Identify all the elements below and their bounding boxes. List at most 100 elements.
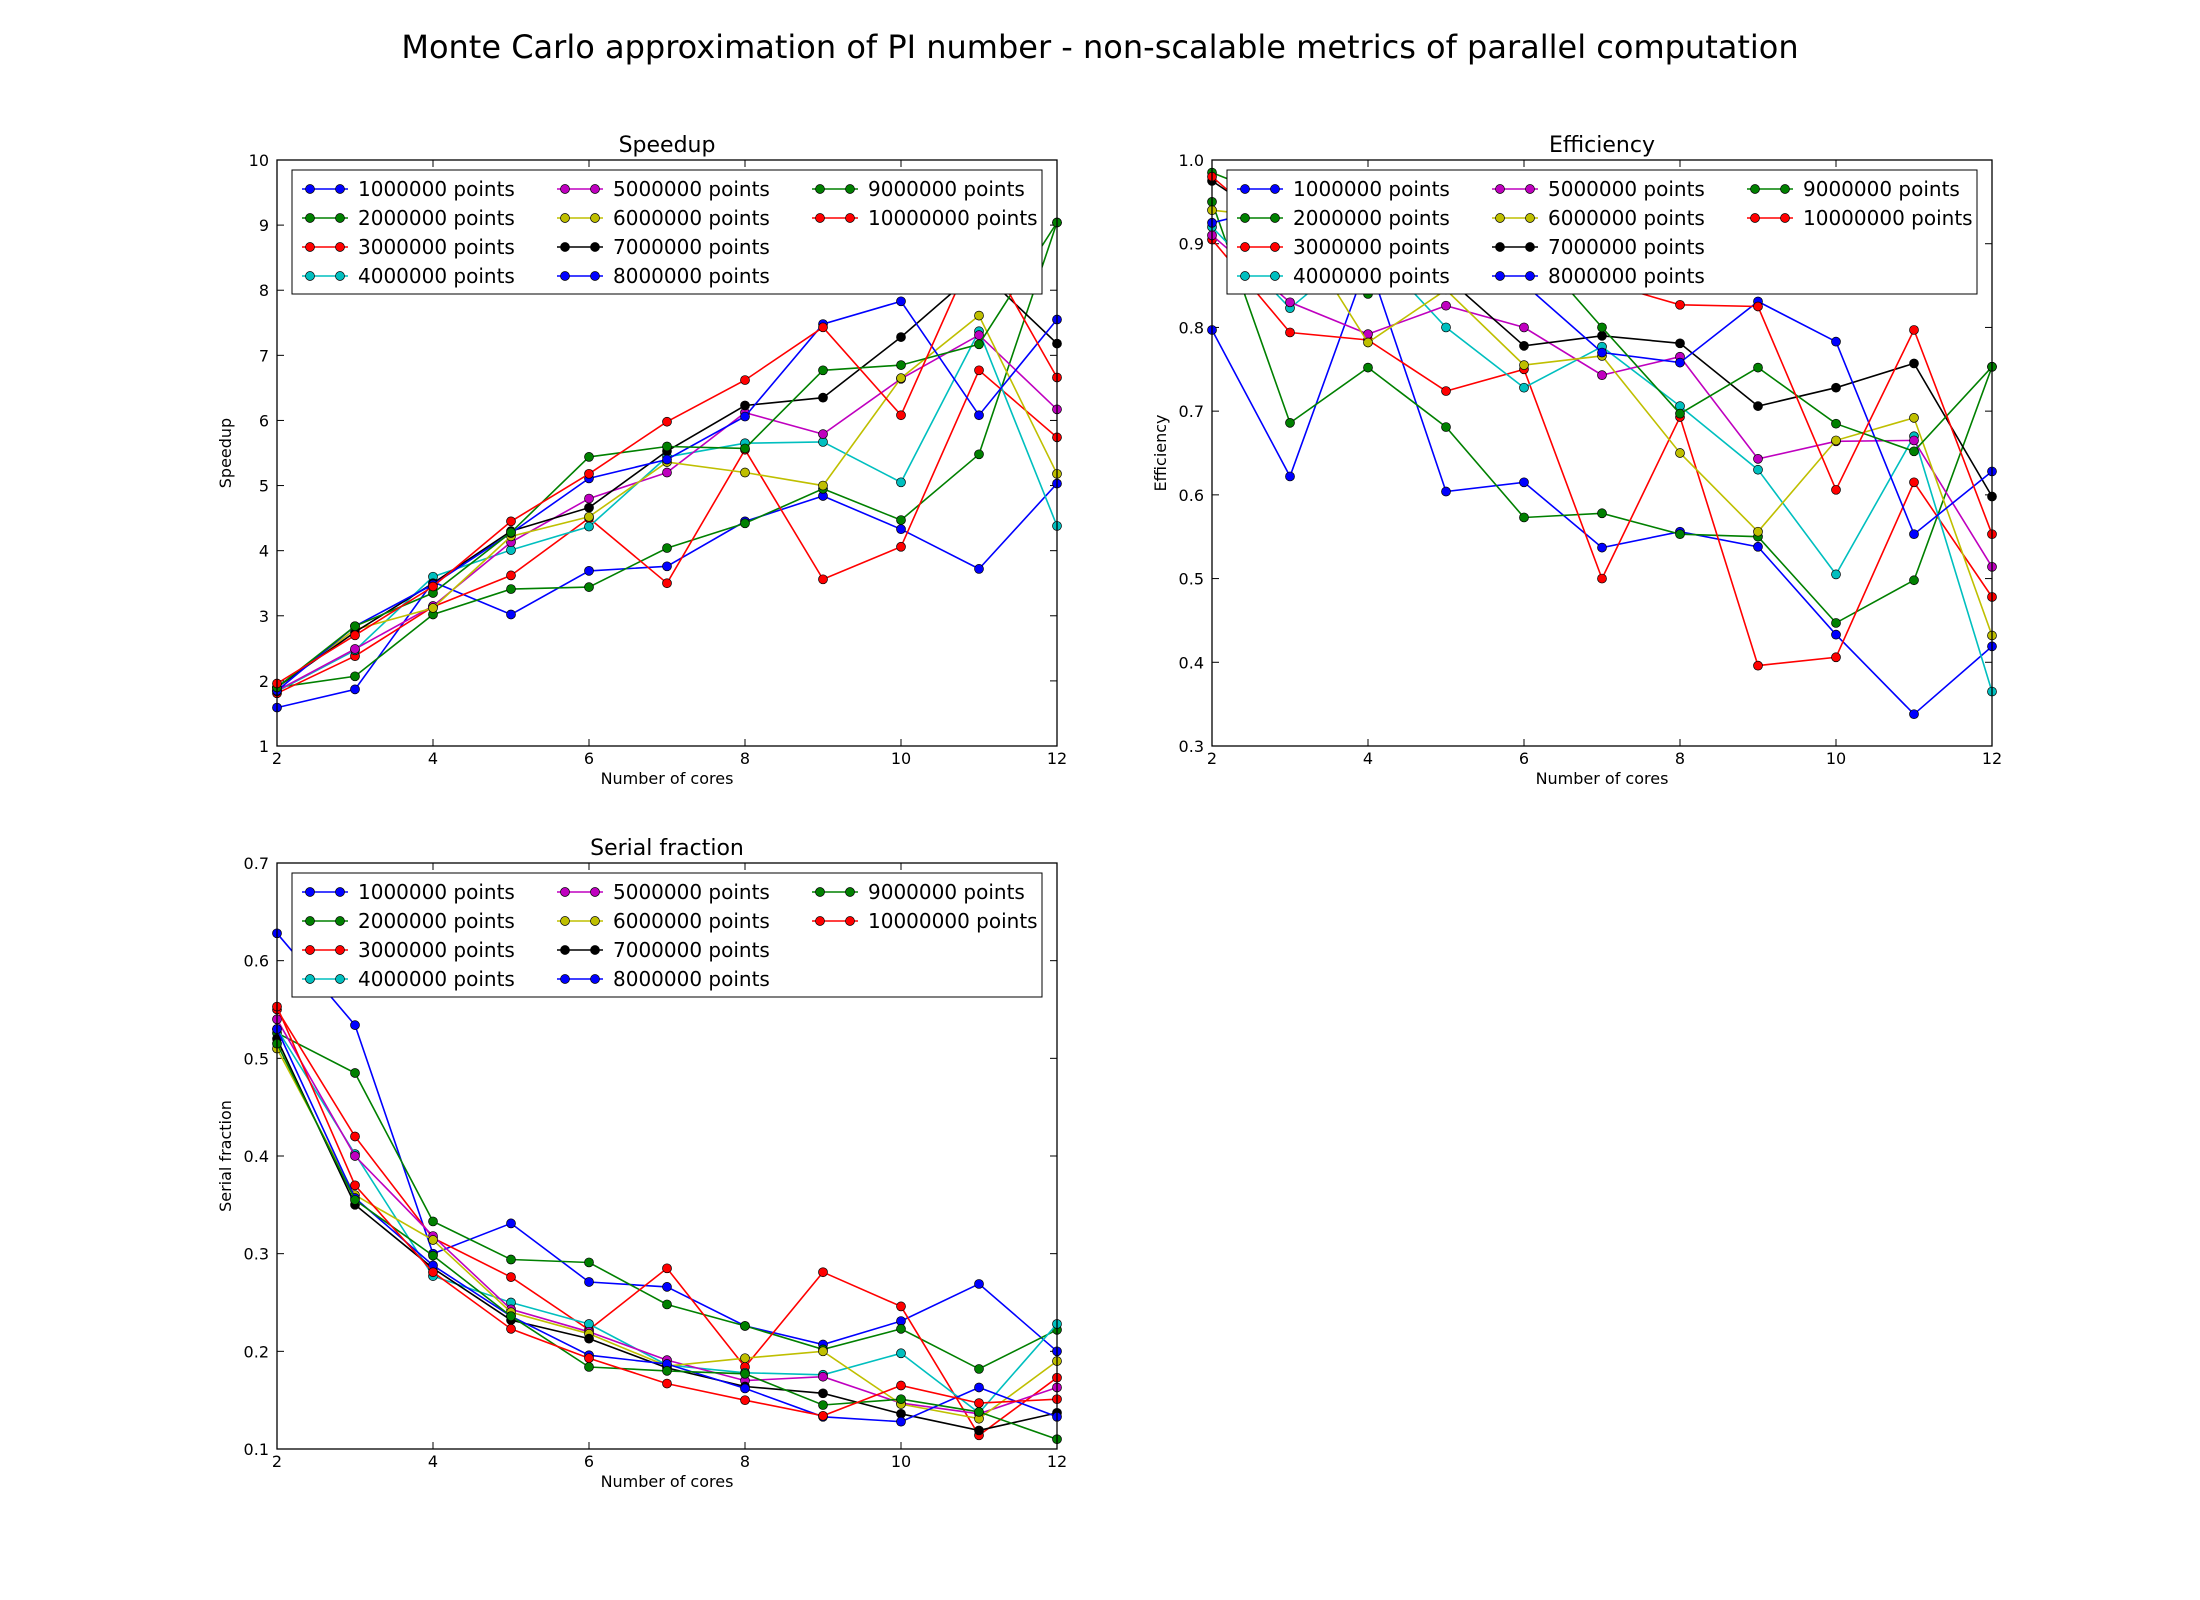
legend-marker [1495, 213, 1505, 223]
data-point [662, 441, 672, 452]
data-point [662, 467, 672, 478]
data-point [974, 1425, 984, 1436]
legend-marker [305, 242, 315, 252]
legend-marker [815, 916, 825, 926]
data-point [350, 671, 360, 682]
legend-label: 8000000 points [1548, 264, 1705, 288]
data-point [1675, 448, 1685, 458]
data-point [1753, 464, 1763, 475]
chart-panel-3: Serial fraction Number of cores Serial fra… [216, 836, 1067, 1491]
data-point [818, 1400, 828, 1410]
data-point [896, 1380, 906, 1391]
data-point [506, 1218, 516, 1229]
data-point [1597, 347, 1607, 358]
legend-label: 8000000 points [613, 967, 770, 991]
data-point [1285, 327, 1295, 338]
data-point [584, 1277, 594, 1287]
data-point [662, 1263, 672, 1274]
data-point [1831, 435, 1841, 446]
x-axis-label: Number of cores [1536, 769, 1669, 788]
x-tick-label: 12 [1047, 749, 1067, 768]
y-tick-label: 0.1 [244, 1440, 269, 1459]
data-point [974, 1407, 984, 1417]
data-point [584, 566, 594, 576]
legend-marker [305, 916, 315, 926]
data-point [1363, 362, 1373, 373]
data-point [818, 574, 828, 585]
legend-box [291, 872, 1043, 998]
data-point [428, 581, 438, 592]
data-point [1909, 412, 1919, 423]
legend-label: 3000000 points [358, 235, 515, 259]
x-tick-label: 6 [584, 749, 594, 768]
legend-label: 3000000 points [1293, 235, 1450, 259]
legend-marker [1270, 242, 1280, 252]
y-tick-label: 0.3 [1179, 737, 1204, 756]
legend-marker [1495, 184, 1505, 194]
legend-marker [560, 271, 570, 281]
data-point [1597, 508, 1607, 519]
y-tick-label: 1 [259, 737, 269, 756]
data-point [974, 564, 984, 574]
data-point [1753, 541, 1763, 552]
data-point [584, 511, 594, 522]
legend-label: 10000000 points [1803, 206, 1973, 230]
x-tick-label: 4 [1363, 749, 1373, 768]
data-point [974, 1382, 984, 1393]
legend-marker [560, 974, 570, 984]
legend-label: 5000000 points [1548, 177, 1705, 201]
data-point [974, 1398, 984, 1408]
x-axis-label: Number of cores [601, 769, 734, 788]
data-point [1519, 477, 1529, 488]
legend-marker [815, 213, 825, 223]
data-point [818, 1371, 828, 1382]
data-point [506, 584, 516, 594]
y-tick-label: 0.4 [244, 1147, 269, 1166]
legend-label: 5000000 points [613, 880, 770, 904]
legend-label: 10000000 points [868, 909, 1038, 933]
legend-marker [590, 213, 600, 223]
data-point [506, 1311, 516, 1322]
data-point [896, 332, 906, 342]
legend-marker [845, 916, 855, 926]
legend-label: 6000000 points [613, 909, 770, 933]
legend-box [1226, 169, 1978, 295]
x-tick-label: 12 [1982, 749, 2002, 768]
data-point [1753, 401, 1763, 411]
data-point [506, 609, 516, 620]
data-point [896, 477, 906, 488]
data-point [818, 1346, 828, 1357]
legend-marker [560, 184, 570, 194]
data-point [584, 452, 594, 462]
legend-label: 6000000 points [1548, 206, 1705, 230]
data-point [1597, 330, 1607, 341]
data-point [350, 644, 360, 654]
data-point [1753, 526, 1763, 537]
legend-label: 5000000 points [613, 177, 770, 201]
data-point [1753, 362, 1763, 373]
y-tick-label: 0.3 [244, 1245, 269, 1264]
y-axis-label: Speedup [216, 418, 235, 488]
data-point [740, 1395, 750, 1406]
data-point [974, 449, 984, 460]
legend-marker [1495, 271, 1505, 281]
data-point [896, 1324, 906, 1334]
data-point [740, 467, 750, 478]
data-point [584, 468, 594, 479]
data-point [662, 543, 672, 553]
data-point [1597, 542, 1607, 553]
data-point [506, 1324, 516, 1334]
data-point [740, 400, 750, 411]
data-point [1831, 484, 1841, 495]
data-point [974, 1279, 984, 1289]
data-point [662, 1282, 672, 1292]
data-point [350, 684, 360, 695]
legend-label: 7000000 points [613, 938, 770, 962]
data-point [1909, 575, 1919, 586]
data-point [818, 1388, 828, 1399]
legend-label: 2000000 points [1293, 206, 1450, 230]
legend-label: 10000000 points [868, 206, 1038, 230]
data-point [584, 1333, 594, 1344]
